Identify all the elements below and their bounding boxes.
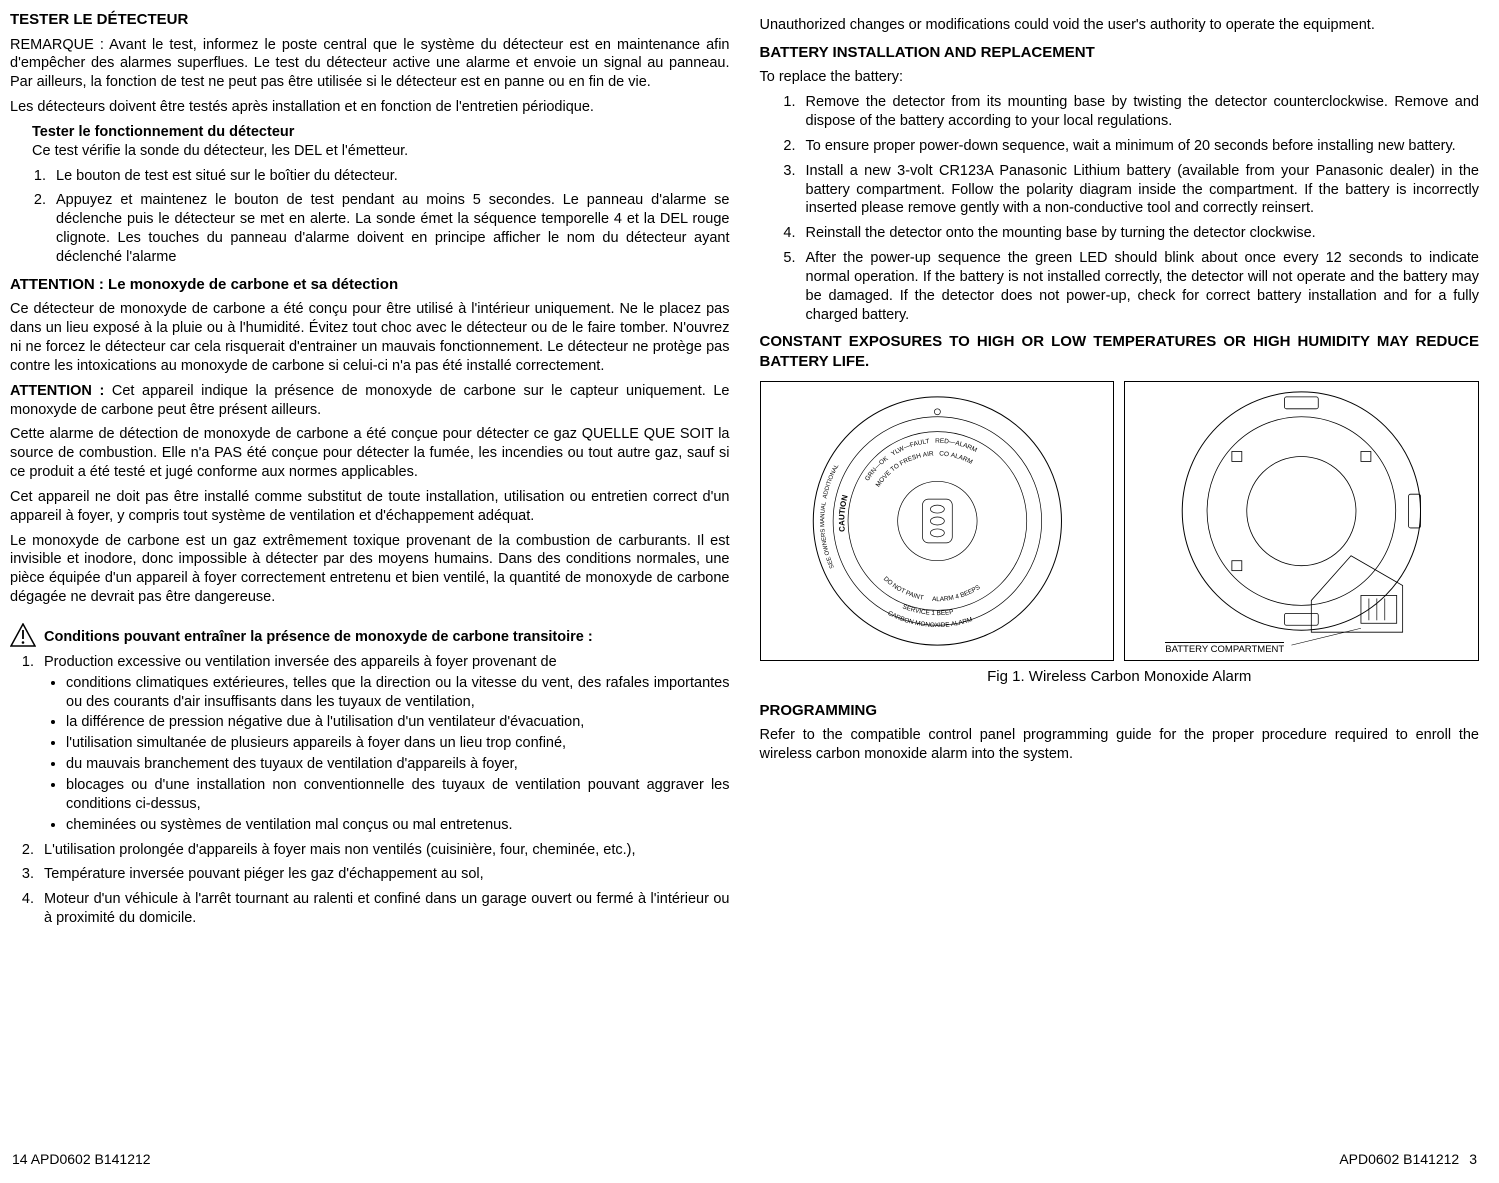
tester-step-2: Appuyez et maintenez le bouton de test p…	[50, 191, 730, 266]
cond-4: Moteur d'un véhicule à l'arrêt tournant …	[38, 890, 730, 928]
temp-warning: CONSTANT EXPOSURES TO HIGH OR LOW TEMPER…	[760, 332, 1480, 371]
batt-step-3: Install a new 3-volt CR123A Panasonic Li…	[800, 162, 1480, 219]
cond-1-text: Production excessive ou ventilation inve…	[44, 654, 557, 670]
batt-step-5: After the power-up sequence the green LE…	[800, 249, 1480, 324]
detector-back-figure: BATTERY COMPARTMENT	[1124, 381, 1479, 661]
attention-p5: Le monoxyde de carbone est un gaz extrêm…	[10, 532, 730, 607]
footer-page-number: 3	[1469, 1150, 1477, 1168]
cond-1-b3: l'utilisation simultanée de plusieurs ap…	[66, 734, 730, 753]
attention2-label: ATTENTION :	[10, 383, 112, 399]
conditions-heading: Conditions pouvant entraîner la présence…	[44, 628, 593, 647]
tester-steps: Le bouton de test est situé sur le boîti…	[50, 167, 730, 267]
cond-1: Production excessive ou ventilation inve…	[38, 653, 730, 835]
left-column: TESTER LE DÉTECTEUR REMARQUE : Avant le …	[10, 10, 730, 1150]
batt-step-2: To ensure proper power-down sequence, wa…	[800, 137, 1480, 156]
footer-left: 14 APD0602 B141212	[12, 1150, 151, 1168]
remarque-text: REMARQUE : Avant le test, informez le po…	[10, 36, 730, 93]
after-remarque: Les détecteurs doivent être testés après…	[10, 98, 730, 117]
warning-icon	[10, 623, 36, 647]
batt-step-4: Reinstall the detector onto the mounting…	[800, 224, 1480, 243]
footer-code: APD0602 B141212	[1339, 1150, 1459, 1168]
tester-heading: Tester le fonctionnement du détecteur	[32, 124, 294, 140]
cond-1-b2: la différence de pression négative due à…	[66, 713, 730, 732]
svg-text:DO NOT PAINT ALARM 4 BEEPS: DO NOT PAINT ALARM 4 BEEPS	[881, 576, 981, 604]
tester-step-1: Le bouton de test est situé sur le boîti…	[50, 167, 730, 186]
attention-heading: ATTENTION : Le monoxyde de carbone et sa…	[10, 275, 730, 295]
attention-p2: ATTENTION : Cet appareil indique la prés…	[10, 382, 730, 420]
svg-text:SERVICE 1 BEEP: SERVICE 1 BEEP	[901, 604, 954, 618]
page-layout: TESTER LE DÉTECTEUR REMARQUE : Avant le …	[10, 10, 1479, 1150]
cond-3: Température inversée pouvant piéger les …	[38, 865, 730, 884]
cond-1-b1: conditions climatiques extérieures, tell…	[66, 674, 730, 712]
cond-2: L'utilisation prolongée d'appareils à fo…	[38, 841, 730, 860]
footer-right: APD0602 B141212 3	[1339, 1150, 1477, 1168]
cond-1-b5: blocages ou d'une installation non conve…	[66, 776, 730, 814]
battery-heading: BATTERY INSTALLATION AND REPLACEMENT	[760, 43, 1480, 63]
warning-row: Conditions pouvant entraîner la présence…	[10, 623, 730, 647]
cond-1-b4: du mauvais branchement des tuyaux de ven…	[66, 755, 730, 774]
attention-p4: Cet appareil ne doit pas être installé c…	[10, 488, 730, 526]
page-footer: 14 APD0602 B141212 APD0602 B141212 3	[10, 1150, 1479, 1168]
conditions-list: Production excessive ou ventilation inve…	[38, 653, 730, 928]
batt-step-1: Remove the detector from its mounting ba…	[800, 93, 1480, 131]
attention-p3: Cette alarme de détection de monoxyde de…	[10, 425, 730, 482]
figure-caption: Fig 1. Wireless Carbon Monoxide Alarm	[760, 667, 1480, 687]
battery-steps: Remove the detector from its mounting ba…	[800, 93, 1480, 324]
unauth-text: Unauthorized changes or modifications co…	[760, 16, 1480, 35]
tester-desc: Ce test vérifie la sonde du détecteur, l…	[32, 143, 408, 159]
svg-text:SEE OWNERS MANUAL ADDITIONAL: SEE OWNERS MANUAL ADDITIONAL MARKINGS ON…	[785, 382, 840, 569]
cond-1-bullets: conditions climatiques extérieures, tell…	[66, 674, 730, 835]
programming-text: Refer to the compatible control panel pr…	[760, 726, 1480, 764]
battery-intro: To replace the battery:	[760, 68, 1480, 87]
cond-1-b6: cheminées ou systèmes de ventilation mal…	[66, 816, 730, 835]
detector-front-figure: GRN—OK YLW—FAULT RED—ALARM MOVE TO FRESH…	[760, 381, 1115, 661]
programming-heading: PROGRAMMING	[760, 701, 1480, 721]
battery-compartment-label: BATTERY COMPARTMENT	[1165, 642, 1284, 656]
right-column: Unauthorized changes or modifications co…	[760, 10, 1480, 1150]
attention-p1: Ce détecteur de monoxyde de carbone a ét…	[10, 300, 730, 375]
tester-block: Tester le fonctionnement du détecteur Ce…	[32, 123, 730, 161]
attention2-rest: Cet appareil indique la présence de mono…	[10, 383, 730, 418]
figure-row: GRN—OK YLW—FAULT RED—ALARM MOVE TO FRESH…	[760, 381, 1480, 661]
left-title: TESTER LE DÉTECTEUR	[10, 10, 730, 30]
